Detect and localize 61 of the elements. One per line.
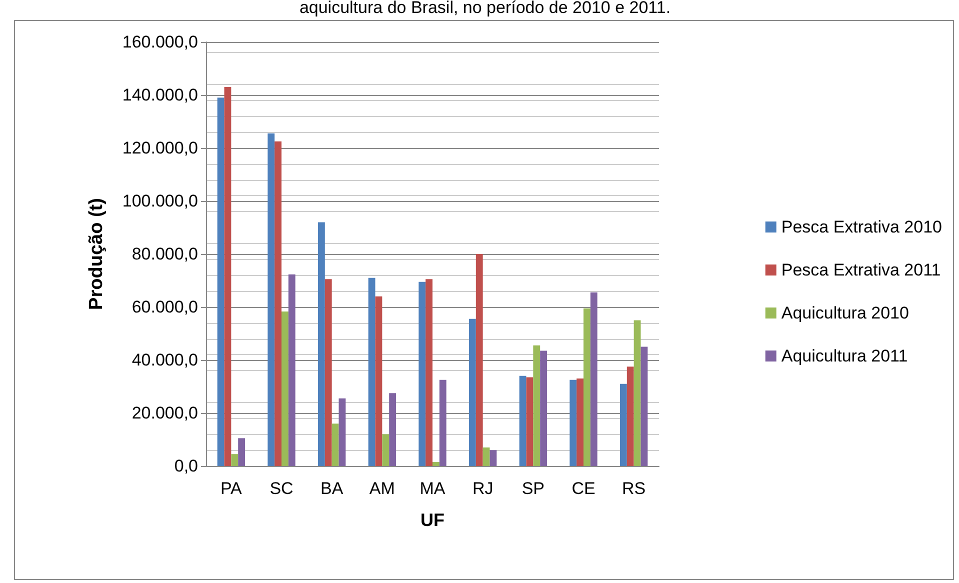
bar <box>576 378 584 466</box>
bar <box>533 345 540 466</box>
bar <box>640 346 648 466</box>
y-tick-label: 20.000,0 <box>132 404 198 422</box>
y-tick-label: 160.000,0 <box>122 32 198 52</box>
bar <box>526 377 534 466</box>
bar <box>540 350 548 466</box>
bar <box>268 133 275 466</box>
bar <box>389 393 396 466</box>
bar <box>590 292 598 466</box>
bar <box>288 274 296 466</box>
bar <box>217 98 224 466</box>
x-tick-label: RS <box>622 479 646 498</box>
bar <box>324 279 332 466</box>
bar <box>231 454 238 466</box>
bar <box>274 141 282 466</box>
x-tick-label: RJ <box>472 479 494 498</box>
bar <box>490 450 497 466</box>
bar <box>468 318 476 466</box>
x-tick-label: AM <box>369 479 395 498</box>
bar <box>318 222 325 466</box>
x-tick-label: SP <box>522 479 545 498</box>
y-tick-label: 100.000,0 <box>122 192 198 210</box>
bar <box>238 438 246 466</box>
bar <box>282 312 288 466</box>
x-tick-label: CE <box>572 479 596 498</box>
bar <box>620 384 627 466</box>
bar <box>634 320 641 466</box>
y-tick-label: 60.000,0 <box>132 298 198 316</box>
bar <box>519 376 526 466</box>
bar <box>584 308 590 466</box>
x-tick-label: PA <box>220 479 243 498</box>
bar <box>375 296 382 466</box>
y-tick-label: 40.000,0 <box>132 350 198 370</box>
y-tick-label: 80.000,0 <box>132 244 198 264</box>
chart-title: aquicultura do Brasil, no período de 2010 e 2011. <box>299 0 671 17</box>
y-axis-title: Produção (t) <box>86 198 107 310</box>
bar <box>626 366 634 466</box>
bar <box>570 380 577 466</box>
bar <box>418 282 426 466</box>
bar <box>332 424 339 466</box>
bar <box>382 434 390 466</box>
y-tick-label: 120.000,0 <box>122 138 198 158</box>
bar <box>432 462 440 466</box>
bar <box>426 279 432 466</box>
bar <box>368 278 376 466</box>
legend-label: Pesca Extrativa 2011 <box>781 260 941 280</box>
bar <box>338 398 346 466</box>
bar <box>476 254 483 466</box>
y-tick-label: 140.000,0 <box>122 86 198 104</box>
legend-label: Aquicultura 2010 <box>781 304 909 322</box>
x-tick-label: SC <box>270 479 294 498</box>
x-tick-label: BA <box>320 479 344 498</box>
legend-label: Pesca Extrativa 2010 <box>781 218 942 236</box>
bar <box>482 447 490 466</box>
x-axis-title: UF <box>420 510 444 530</box>
x-tick-label: MA <box>420 479 446 498</box>
bar <box>224 87 232 466</box>
y-tick-label: 0,0 <box>174 456 198 476</box>
legend-label: Aquicultura 2011 <box>781 346 908 366</box>
bar <box>439 380 446 466</box>
